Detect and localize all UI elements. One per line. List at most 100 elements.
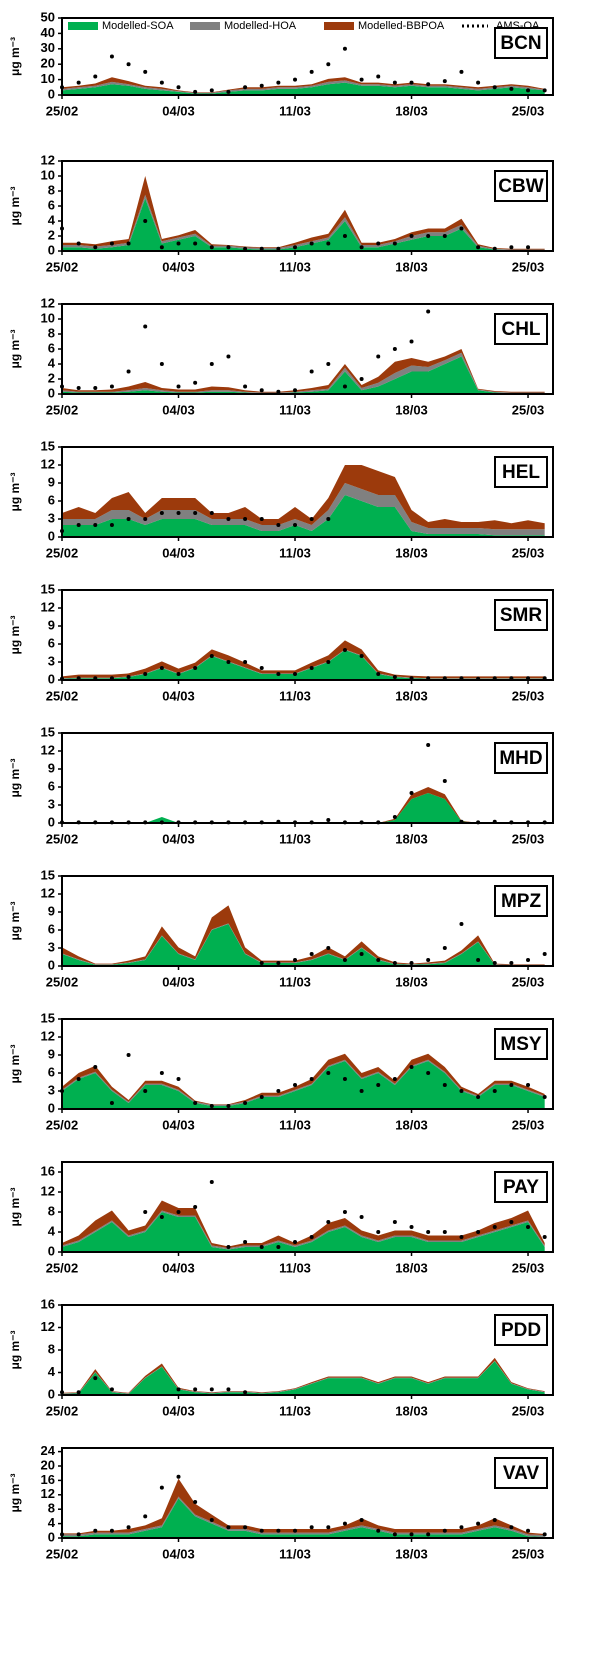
x-tick-label: 25/03 xyxy=(512,1260,545,1275)
title-box xyxy=(494,742,548,774)
y-tick-label: 4 xyxy=(48,1364,56,1379)
ams-dot xyxy=(542,952,547,956)
ams-dot xyxy=(159,1071,164,1075)
ams-dot xyxy=(459,1089,464,1093)
ams-dot xyxy=(176,1210,181,1214)
ams-dot xyxy=(259,1528,264,1533)
ams-dot xyxy=(392,1220,397,1224)
ams-dot xyxy=(326,1525,331,1530)
ams-dot xyxy=(259,666,264,670)
ams-dot xyxy=(359,1518,364,1522)
ams-dot xyxy=(409,234,414,238)
y-tick-label: 0 xyxy=(48,1243,55,1258)
ams-dot xyxy=(326,818,331,822)
ams-dot xyxy=(409,791,414,795)
x-tick-label: 18/03 xyxy=(395,103,428,118)
ams-dot xyxy=(176,1474,181,1479)
plot-frame xyxy=(61,1447,554,1539)
plot-frame xyxy=(61,1161,554,1253)
ams-dot xyxy=(193,511,198,515)
ams-dot xyxy=(459,1235,464,1239)
y-tick-label: 8 xyxy=(48,182,55,197)
ams-dot xyxy=(143,69,148,74)
ams-dot xyxy=(526,1225,531,1229)
ams-dot xyxy=(93,1065,98,1069)
y-tick-label: 6 xyxy=(48,492,55,507)
y-tick-label: 8 xyxy=(48,1341,55,1356)
ams-dot xyxy=(409,1065,414,1069)
panel: 0 3 6 9 12 15 25/02 04/03 11/03 18/03 25/03 μg m⁻³ M… xyxy=(8,724,554,846)
legend-label: Modelled-SOA xyxy=(102,20,174,32)
x-tick-label: 25/03 xyxy=(512,259,545,274)
ams-dot xyxy=(293,523,298,527)
area xyxy=(62,80,545,94)
y-tick-label: 12 xyxy=(41,742,55,757)
ams-dot xyxy=(293,1083,298,1087)
x-tick-label: 04/03 xyxy=(162,1546,195,1561)
area xyxy=(62,1357,545,1394)
ams-dot xyxy=(293,1528,298,1533)
plot-frame xyxy=(61,875,554,967)
ams-dot xyxy=(243,1525,248,1530)
ams-dot xyxy=(309,69,314,74)
ams-dot xyxy=(392,80,397,85)
ams-dot xyxy=(359,245,364,250)
ams-dot xyxy=(359,377,364,381)
ams-dot xyxy=(276,80,281,85)
y-tick-label: 3 xyxy=(48,1082,55,1097)
ams-dot xyxy=(276,1089,281,1093)
ams-dot xyxy=(143,517,148,521)
x-tick-label: 18/03 xyxy=(395,1546,428,1561)
y-tick-label: 8 xyxy=(48,1203,55,1218)
y-tick-label: 3 xyxy=(48,796,55,811)
ams-dot xyxy=(159,362,164,366)
y-tick-label: 15 xyxy=(41,1010,55,1025)
ams-dot xyxy=(442,79,447,84)
ams-dot xyxy=(243,246,248,251)
y-tick-label: 4 xyxy=(48,1223,56,1238)
x-tick-label: 25/03 xyxy=(512,1403,545,1418)
ams-dot xyxy=(309,1525,314,1530)
area xyxy=(62,356,545,394)
ams-dot xyxy=(326,241,331,246)
title-box xyxy=(494,1171,548,1203)
x-tick-label: 18/03 xyxy=(395,974,428,989)
title-box xyxy=(494,885,548,917)
ams-dot xyxy=(442,1528,447,1533)
y-tick-label: 6 xyxy=(48,340,55,355)
y-tick-label: 12 xyxy=(41,1028,55,1043)
ams-dot xyxy=(143,324,148,329)
title-box xyxy=(494,1457,548,1489)
x-tick-label: 11/03 xyxy=(279,103,311,118)
panel: 0 3 6 9 12 15 25/02 04/03 11/03 18/03 25/03 μg m⁻³ M… xyxy=(8,867,554,989)
y-tick-label: 10 xyxy=(41,310,55,325)
ams-dot xyxy=(326,62,331,67)
y-tick-label: 8 xyxy=(48,325,55,340)
area xyxy=(62,77,545,93)
legend-label: AMS-OA xyxy=(496,20,540,32)
ams-dot xyxy=(226,1245,231,1249)
panel-title: MHD xyxy=(499,748,542,769)
y-tick-label: 10 xyxy=(41,167,55,182)
y-tick-label: 15 xyxy=(41,867,55,882)
area xyxy=(62,793,545,823)
ams-dot xyxy=(176,672,181,676)
ams-dot xyxy=(526,958,531,962)
panel: 0 4 8 12 16 25/02 04/03 11/03 18/03 25/03 μg m⁻³ PD… xyxy=(8,1296,554,1418)
ams-dot xyxy=(542,1235,547,1239)
ams-dot xyxy=(126,517,131,521)
y-tick-label: 0 xyxy=(48,1529,55,1544)
ams-dot xyxy=(293,77,298,82)
ams-dot xyxy=(492,1225,497,1229)
ams-dot xyxy=(392,241,397,246)
ams-dot xyxy=(476,1095,481,1099)
ams-dot xyxy=(526,245,531,250)
panel: 0 4 8 12 16 25/02 04/03 11/03 18/03 25/03 μg m⁻³ PA… xyxy=(8,1161,554,1275)
ams-dot xyxy=(376,74,381,79)
ams-dot xyxy=(542,88,547,93)
x-tick-label: 25/03 xyxy=(512,103,545,118)
y-tick-label: 15 xyxy=(41,438,55,453)
ams-dot xyxy=(392,1077,397,1081)
